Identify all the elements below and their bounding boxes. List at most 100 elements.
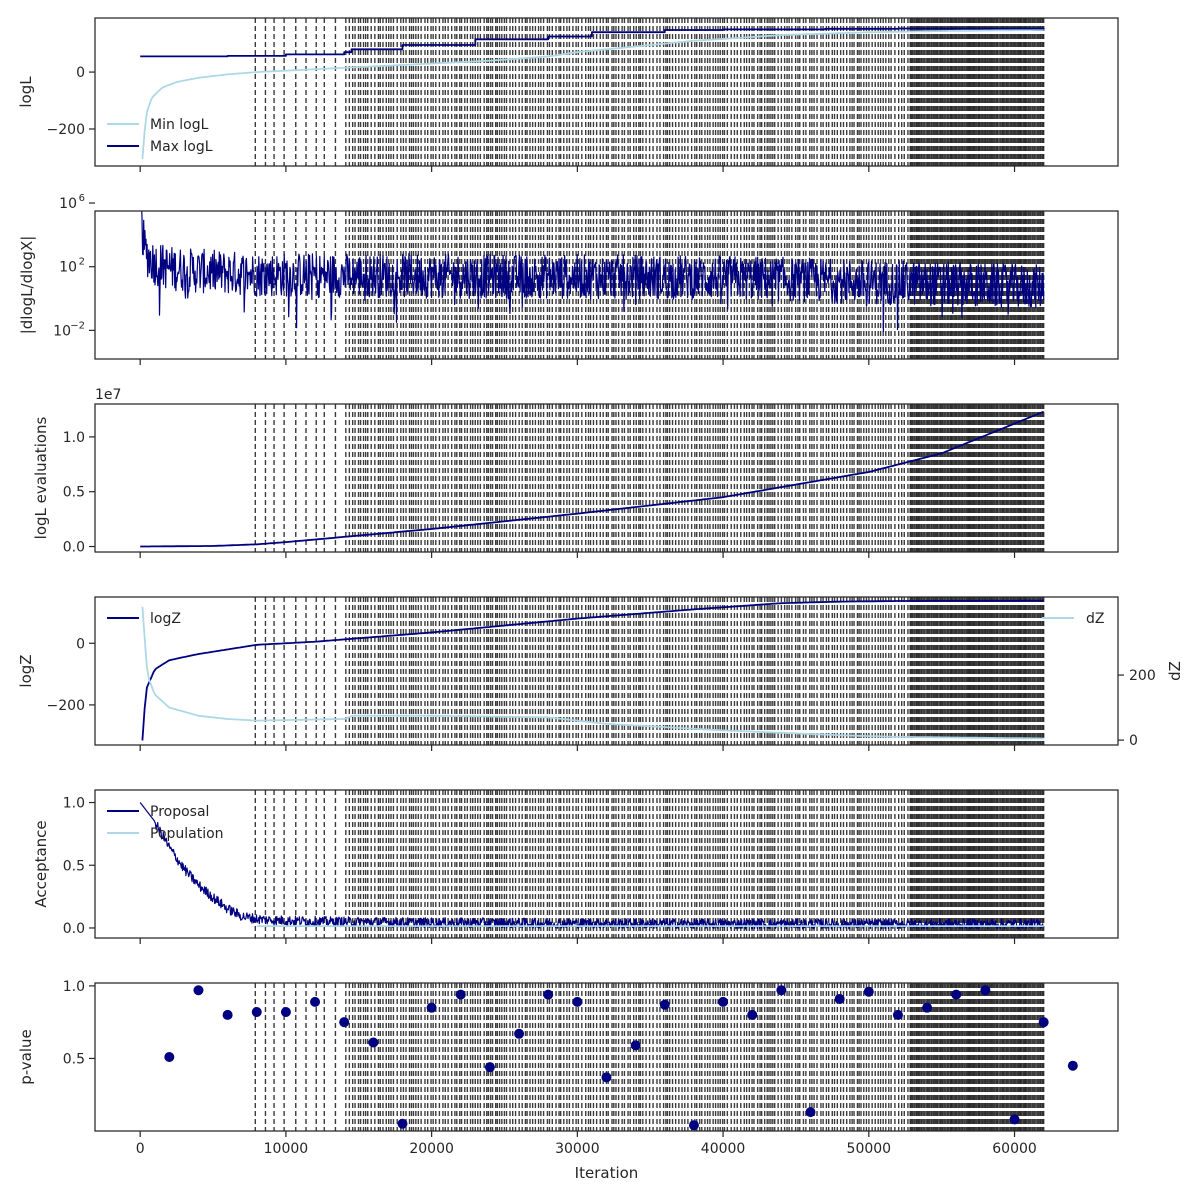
- iteration-marker-lines: [254, 597, 1045, 745]
- y-tick-label: 0: [76, 636, 85, 652]
- y-axis-label: p-value: [17, 1029, 35, 1085]
- data-point: [193, 985, 204, 996]
- y-axis-label: logL: [17, 76, 35, 108]
- data-point: [484, 1062, 495, 1073]
- y-tick-label: 0.0: [63, 921, 85, 937]
- legend-label: Population: [150, 826, 224, 842]
- x-tick-label: 40000: [701, 1141, 746, 1157]
- series-line-min-logl: [141, 29, 1044, 159]
- y-axis-label: logZ: [17, 654, 35, 687]
- x-tick-label: 50000: [847, 1141, 892, 1157]
- series-line-main: [141, 211, 1045, 333]
- data-point: [572, 996, 583, 1007]
- y-tick-label: 10: [53, 323, 71, 339]
- panel-4: 0 −200 200 0 dZ logZ logZ dZ: [17, 596, 1184, 751]
- data-point: [222, 1009, 233, 1020]
- data-point: [455, 989, 466, 1000]
- plot-area: [141, 597, 1045, 745]
- data-point: [601, 1072, 612, 1083]
- panel-1: 0 −200 logL Min logL Max logL: [17, 17, 1119, 172]
- data-point: [339, 1017, 350, 1028]
- y-tick-exponent: −2: [70, 320, 85, 331]
- data-point: [718, 996, 729, 1007]
- axes-frame: [94, 17, 1119, 167]
- y-axis-label: Acceptance: [32, 820, 50, 907]
- axes-frame: [94, 982, 1119, 1132]
- data-point: [251, 1007, 262, 1018]
- y-axis-label: |dlogL/dlogX|: [18, 236, 36, 335]
- plot-area: [140, 404, 1045, 552]
- data-point: [922, 1002, 933, 1013]
- panel-6: 0 10000 20000 30000 40000 50000 60000 1.0 0.5 p-v…: [17, 979, 1119, 1157]
- plot-area: [140, 18, 1045, 166]
- panel-2: 10 610 210 −2|dlogL/dlogX|: [18, 193, 1119, 365]
- y-axis-label-right: dZ: [1166, 661, 1184, 681]
- y-tick-label: 1.0: [63, 430, 85, 446]
- x-tick-label: 20000: [409, 1141, 454, 1157]
- data-point: [164, 1052, 175, 1062]
- data-point: [892, 1009, 903, 1020]
- axes-frame: [94, 403, 1119, 553]
- data-point: [630, 1040, 641, 1051]
- data-point: [659, 999, 670, 1010]
- y-tick-label: 0.5: [63, 1051, 85, 1067]
- axes-frame: [94, 789, 1119, 939]
- iteration-marker-lines: [254, 404, 1045, 552]
- legend-label: logZ: [150, 611, 181, 627]
- x-tick-label: 0: [136, 1141, 145, 1157]
- data-point: [834, 993, 845, 1004]
- data-point: [514, 1028, 525, 1039]
- y-tick-label: 10: [59, 196, 77, 212]
- series-line-max-logl: [140, 27, 1045, 58]
- data-point: [1009, 1114, 1020, 1125]
- data-point: [1038, 1017, 1049, 1028]
- data-point: [1067, 1060, 1078, 1071]
- x-tick-label: 30000: [555, 1141, 600, 1157]
- y-tick-label: 0.5: [63, 858, 85, 874]
- iteration-marker-lines: [254, 18, 1045, 166]
- data-point: [980, 985, 991, 996]
- plot-area: [164, 983, 1078, 1131]
- y-tick-label: 10: [59, 260, 77, 276]
- data-point: [805, 1107, 816, 1118]
- data-point: [280, 1007, 291, 1018]
- plot-area: [141, 211, 1045, 359]
- y-tick-label: 1.0: [63, 979, 85, 995]
- y-tick-label: −200: [47, 698, 85, 714]
- y-tick-label: −200: [47, 122, 85, 138]
- y-offset-label: 1e7: [95, 387, 121, 403]
- data-point: [426, 1002, 437, 1013]
- x-tick-label: 60000: [992, 1141, 1037, 1157]
- y-tick-label: 1.0: [63, 796, 85, 812]
- data-point: [951, 989, 962, 1000]
- data-point: [776, 985, 787, 996]
- iteration-marker-lines: [254, 790, 1045, 938]
- series-line-logz: [141, 599, 1044, 741]
- x-axis-label: Iteration: [575, 1164, 639, 1182]
- legend-label: dZ: [1086, 611, 1104, 627]
- y-tick-label: 0.5: [63, 485, 85, 501]
- data-point: [397, 1118, 408, 1129]
- series-line-main: [140, 410, 1045, 548]
- data-point: [368, 1037, 379, 1048]
- y-tick-label: 0: [76, 65, 85, 81]
- legend-label: Min logL: [150, 117, 209, 133]
- panel-5: 1.0 0.5 0.0 Acceptance Proposal Population: [32, 789, 1119, 944]
- data-point: [688, 1120, 699, 1131]
- y-axis-label: logL evaluations: [32, 416, 50, 539]
- series-line-dz: [141, 606, 1044, 740]
- plot-area: [139, 790, 1045, 938]
- data-point: [310, 996, 321, 1007]
- axes-frame: [94, 210, 1119, 360]
- panel-3: 1.0 0.5 0.0 logL evaluations 1e7: [32, 387, 1119, 558]
- x-tick-label: 10000: [264, 1141, 309, 1157]
- data-point: [543, 989, 554, 1000]
- axes-frame: [94, 596, 1119, 746]
- y-right-tick-label: 0: [1129, 733, 1138, 749]
- y-tick-label: 0.0: [63, 540, 85, 556]
- legend-label: Max logL: [150, 139, 213, 155]
- data-point: [747, 1009, 758, 1020]
- data-point: [863, 986, 874, 997]
